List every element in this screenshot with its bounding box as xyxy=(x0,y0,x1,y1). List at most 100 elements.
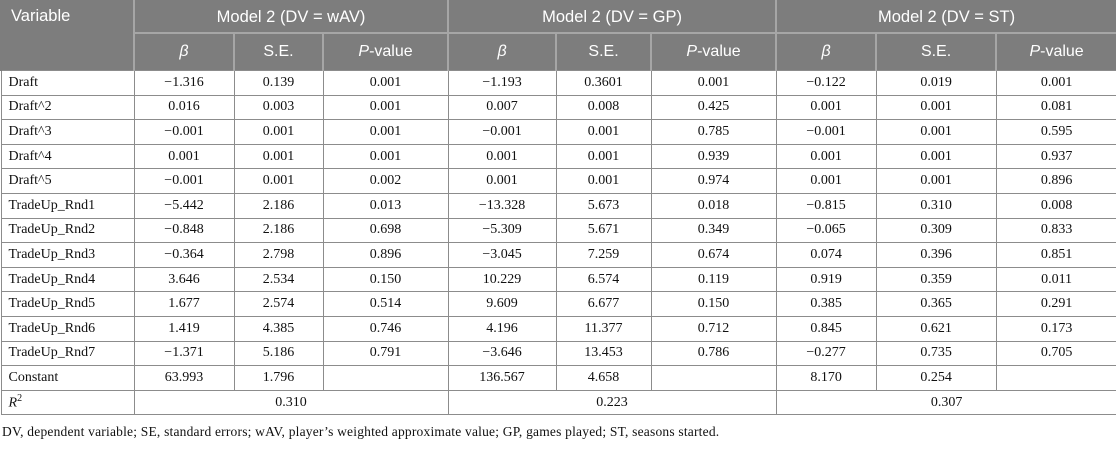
data-cell: 0.896 xyxy=(995,168,1116,194)
data-cell: 0.712 xyxy=(650,315,777,342)
data-cell: 0.786 xyxy=(650,340,777,367)
data-cell: 0.939 xyxy=(650,143,777,170)
data-cell: 5.671 xyxy=(555,217,652,244)
group-header-gp: Model 2 (DV = GP) xyxy=(447,0,778,34)
data-cell: 0.001 xyxy=(133,143,235,170)
data-cell: −1.371 xyxy=(133,340,235,367)
data-cell: 1.419 xyxy=(133,315,235,342)
data-cell: −0.848 xyxy=(133,217,235,244)
se-column-header-wav: S.E. xyxy=(233,32,324,71)
data-cell: 0.011 xyxy=(995,266,1116,293)
data-cell: 11.377 xyxy=(555,315,652,342)
table-row: Draft^2 0.016 0.003 0.001 0.007 0.008 0.425 0.0… xyxy=(0,94,1116,121)
table-body: Draft −1.316 0.139 0.001 −1.193 0.3601 0.001 −0… xyxy=(0,70,1116,416)
variable-label: TradeUp_Rnd6 xyxy=(0,315,135,342)
beta-label: β xyxy=(821,43,831,60)
data-cell: 9.609 xyxy=(447,291,557,317)
data-cell: 10.229 xyxy=(447,266,557,293)
data-cell: 0.937 xyxy=(995,143,1116,170)
data-cell: 0.785 xyxy=(650,119,777,145)
data-cell: 0.349 xyxy=(650,217,777,244)
table-row: Constant 63.993 1.796 136.567 4.658 8.170 0.25… xyxy=(0,365,1116,391)
variable-label: Constant xyxy=(0,365,135,391)
data-cell: 0.001 xyxy=(322,143,449,170)
data-cell: 0.385 xyxy=(775,291,877,317)
pvalue-label-rest: -value xyxy=(1040,43,1084,60)
data-cell: 0.746 xyxy=(322,315,449,342)
data-cell: −5.309 xyxy=(447,217,557,244)
data-cell: 1.677 xyxy=(133,291,235,317)
variable-label: Draft^2 xyxy=(0,94,135,121)
pvalue-column-header-st: P-value xyxy=(995,32,1116,71)
data-cell: 0.019 xyxy=(875,70,997,96)
data-cell: −1.193 xyxy=(447,70,557,96)
variable-column-header: Variable xyxy=(0,0,135,71)
sub-header-row: β S.E. P-value β S.E. P-value β S.E. P-v… xyxy=(1,32,1116,71)
data-cell: 0.359 xyxy=(875,266,997,293)
data-cell: 0.001 xyxy=(322,119,449,145)
data-cell: 0.013 xyxy=(322,192,449,219)
data-cell: 0.254 xyxy=(875,365,997,391)
pvalue-label-italic: P xyxy=(686,43,698,60)
data-cell: 0.698 xyxy=(322,217,449,244)
r-squared-value: 0.307 xyxy=(775,389,1116,416)
data-cell: 0.919 xyxy=(775,266,877,293)
data-cell: 0.001 xyxy=(875,119,997,145)
pvalue-column-header-wav: P-value xyxy=(321,32,450,71)
table-row: TradeUp_Rnd3 −0.364 2.798 0.896 −3.045 7.259 0… xyxy=(0,242,1116,268)
data-cell: 0.001 xyxy=(447,168,557,194)
data-cell: 0.074 xyxy=(775,242,877,268)
data-cell: 0.001 xyxy=(447,143,557,170)
r-squared-base: R xyxy=(8,395,18,411)
beta-column-header-wav: β xyxy=(133,32,235,71)
data-cell: 0.621 xyxy=(875,315,997,342)
table-row: TradeUp_Rnd2 −0.848 2.186 0.698 −5.309 5.671 0… xyxy=(0,217,1116,244)
data-cell: 0.018 xyxy=(650,192,777,219)
r-squared-label: R2 xyxy=(0,389,135,416)
variable-label: Draft xyxy=(0,70,135,96)
data-cell: 0.016 xyxy=(133,94,235,121)
data-cell: 0.001 xyxy=(555,143,652,170)
data-cell xyxy=(322,365,449,391)
data-cell: −0.364 xyxy=(133,242,235,268)
data-cell: 8.170 xyxy=(775,365,877,391)
data-cell: −0.001 xyxy=(133,119,235,145)
group-header-st: Model 2 (DV = ST) xyxy=(775,0,1116,34)
data-cell: 63.993 xyxy=(133,365,235,391)
data-cell: 0.974 xyxy=(650,168,777,194)
table-header: Variable Model 2 (DV = wAV) Model 2 (DV … xyxy=(0,0,1116,71)
results-table: Variable Model 2 (DV = wAV) Model 2 (DV … xyxy=(0,0,1116,416)
data-cell: 0.150 xyxy=(322,266,449,293)
data-cell: 2.798 xyxy=(233,242,324,268)
data-cell: 0.001 xyxy=(775,168,877,194)
data-cell: 2.186 xyxy=(233,217,324,244)
data-cell: 0.001 xyxy=(650,70,777,96)
data-cell: 0.291 xyxy=(995,291,1116,317)
se-column-header-st: S.E. xyxy=(875,32,998,71)
data-cell: 0.851 xyxy=(995,242,1116,268)
beta-label: β xyxy=(179,43,189,60)
data-cell: 0.139 xyxy=(233,70,324,96)
data-cell: 0.365 xyxy=(875,291,997,317)
variable-label: TradeUp_Rnd5 xyxy=(0,291,135,317)
data-cell: −0.001 xyxy=(775,119,877,145)
r-squared-exponent: 2 xyxy=(17,393,23,405)
data-cell: 0.001 xyxy=(775,94,877,121)
data-cell: 4.385 xyxy=(233,315,324,342)
data-cell: −3.646 xyxy=(447,340,557,367)
data-cell: 0.310 xyxy=(875,192,997,219)
data-cell: 0.674 xyxy=(650,242,777,268)
footnote: DV, dependent variable; SE, standard err… xyxy=(2,424,720,440)
data-cell: 0.003 xyxy=(233,94,324,121)
table-row: TradeUp_Rnd5 1.677 2.574 0.514 9.609 6.677 0.1… xyxy=(0,291,1116,317)
data-cell: 7.259 xyxy=(555,242,652,268)
data-cell: −1.316 xyxy=(133,70,235,96)
data-cell: 0.514 xyxy=(322,291,449,317)
table-row: Draft^4 0.001 0.001 0.001 0.001 0.001 0.939 0.0… xyxy=(0,143,1116,170)
data-cell: 0.791 xyxy=(322,340,449,367)
pvalue-column-header-gp: P-value xyxy=(650,32,778,71)
se-column-header-gp: S.E. xyxy=(555,32,653,71)
variable-label: Draft^3 xyxy=(0,119,135,145)
data-cell: 2.186 xyxy=(233,192,324,219)
variable-label: TradeUp_Rnd2 xyxy=(0,217,135,244)
